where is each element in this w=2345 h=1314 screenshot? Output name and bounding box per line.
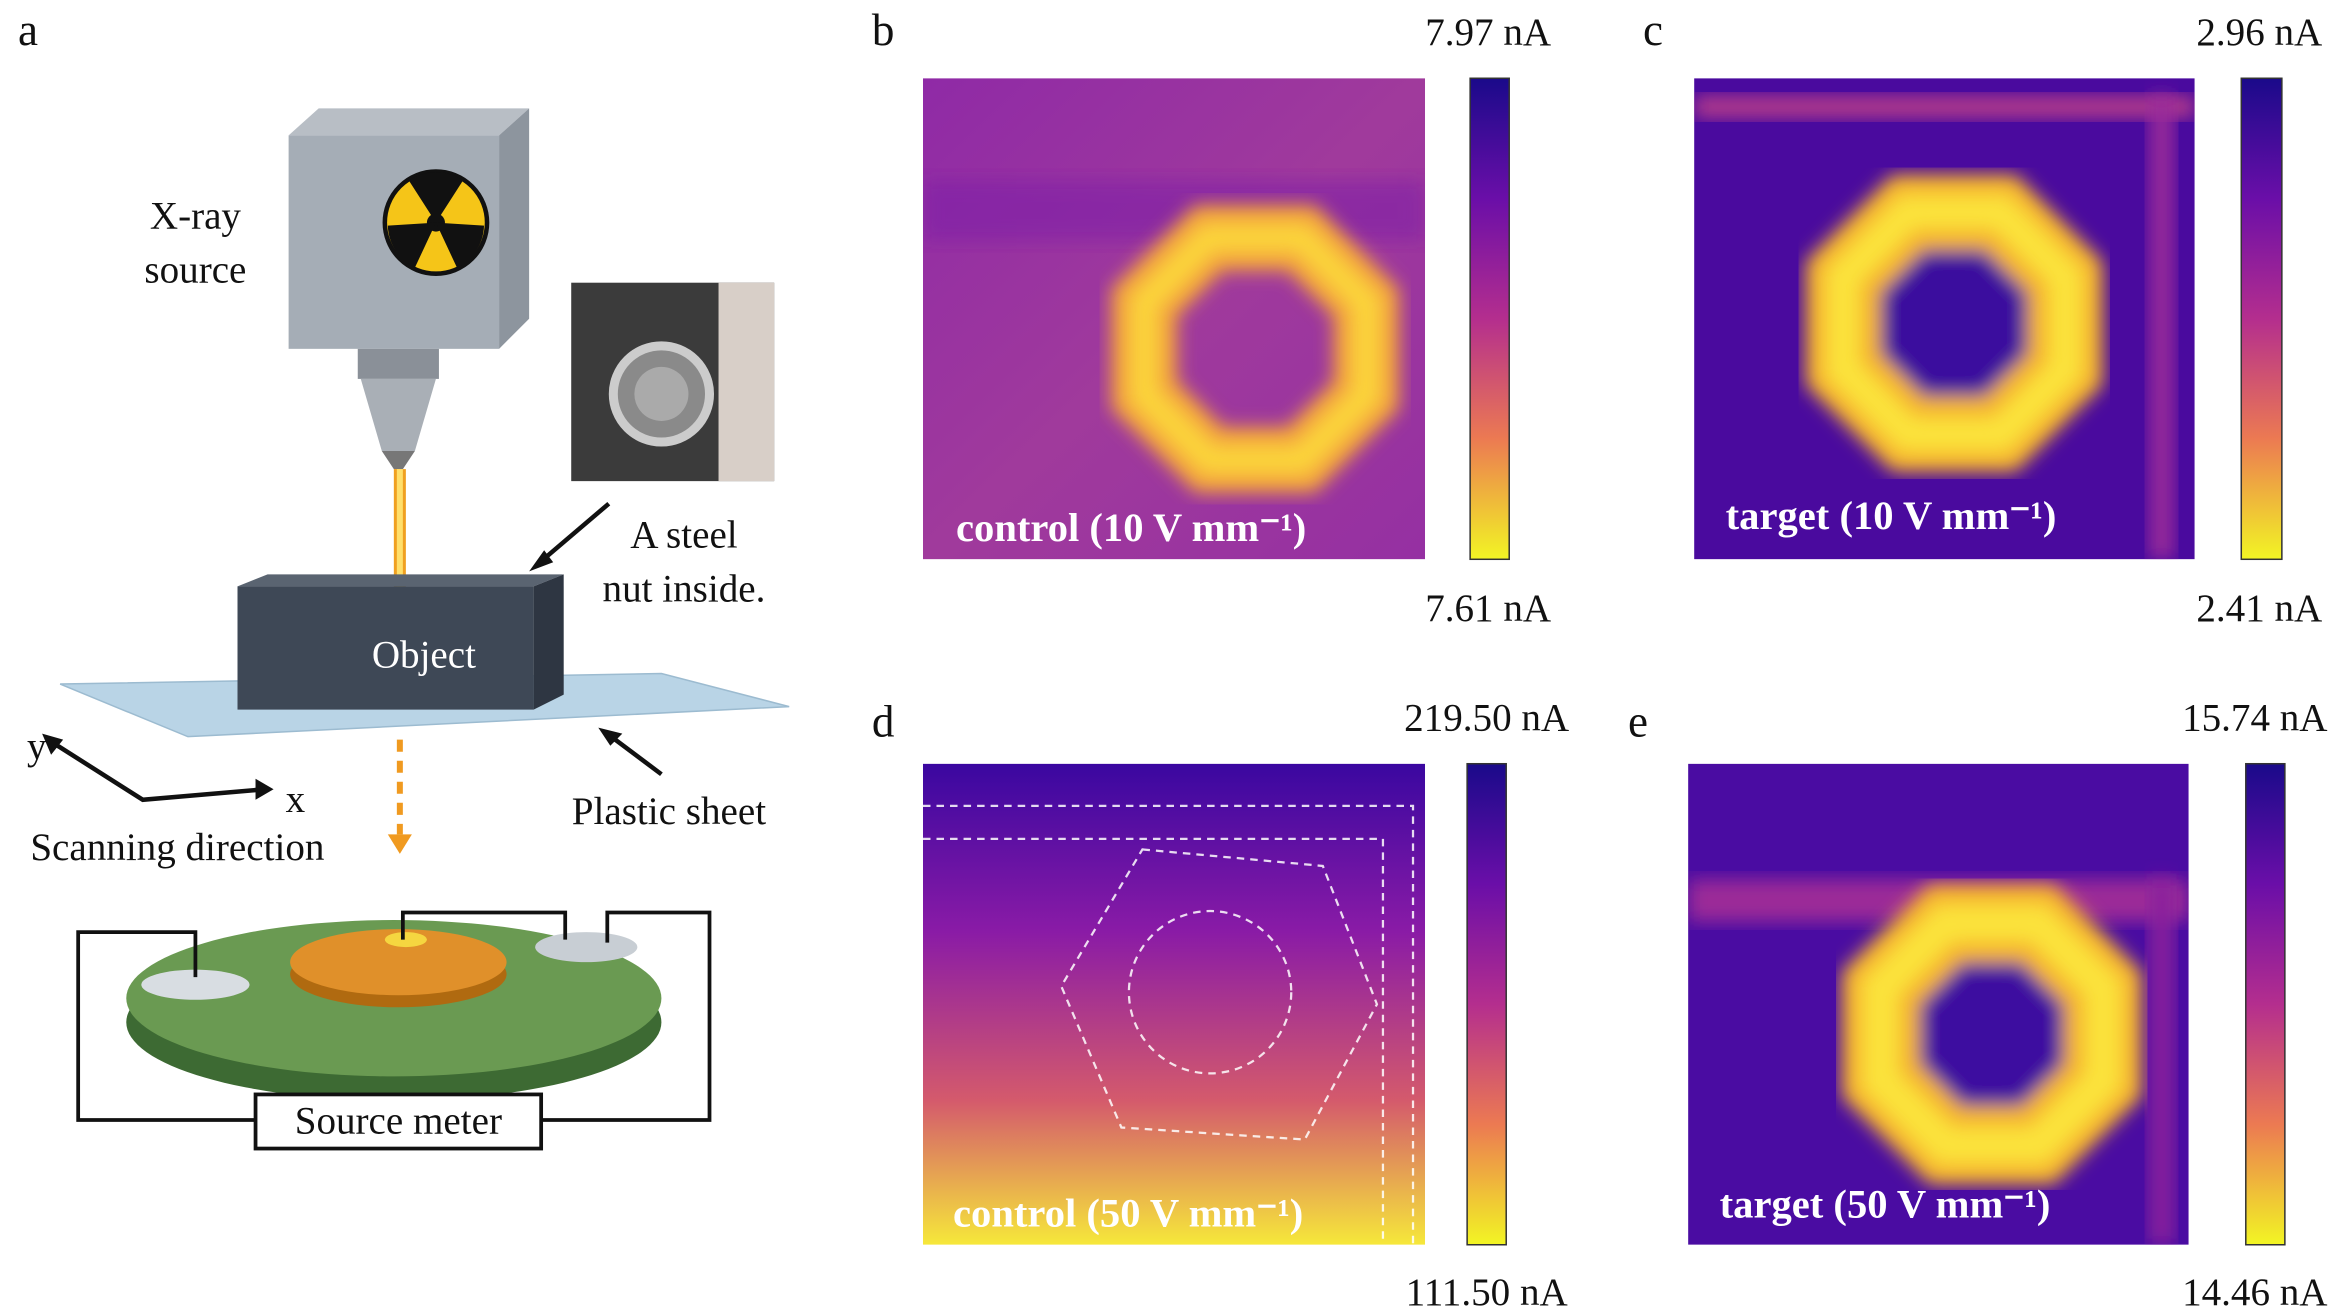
meter-label: Source meter [295, 1100, 502, 1143]
colorbar [1469, 77, 1510, 561]
panel-letter: e [1628, 697, 1648, 747]
heatmap [922, 78, 1426, 560]
colorbar [2245, 762, 2286, 1246]
colorbar-min: 111.50 nA [1406, 1271, 1568, 1314]
axis-x: x [286, 778, 306, 821]
map-panel: c target (10 V mm⁻¹) 2.96 nA 2.41 nA [1643, 5, 2322, 630]
schematic: a Object X-ray source A steel nut inside… [18, 5, 790, 1151]
panel-letter: d [872, 697, 895, 747]
heatmap [1694, 78, 2195, 560]
panel-letter: a [18, 5, 38, 55]
heatmap [922, 763, 1426, 1245]
nut-note: A steel [630, 513, 738, 556]
caption: control (10 V mm⁻¹) [956, 505, 1306, 550]
map-panel: e target (50 V mm⁻¹) 15.74 nA 14.46 nA [1628, 697, 2328, 1314]
colorbar-min: 14.46 nA [2182, 1271, 2327, 1314]
panel-letter: c [1643, 5, 1663, 55]
scan-label: Scanning direction [30, 826, 324, 869]
colorbar-max: 219.50 nA [1404, 697, 1569, 740]
colorbar-max: 15.74 nA [2182, 697, 2327, 740]
colorbar-max: 2.96 nA [2196, 11, 2322, 54]
colorbar [1466, 762, 1507, 1246]
caption: target (50 V mm⁻¹) [1720, 1182, 2051, 1227]
map-panel: b control (10 V mm⁻¹) 7.97 nA 7.61 nA [872, 5, 1551, 630]
source-label: X-ray [150, 195, 242, 238]
colorbar-min: 7.61 nA [1425, 587, 1551, 630]
sheet-label: Plastic sheet [572, 790, 766, 833]
colorbar [2240, 77, 2283, 561]
map-panel: d control (50 V mm⁻¹) 219.50 nA 111.50 n… [872, 697, 1569, 1314]
caption: target (10 V mm⁻¹) [1726, 493, 2057, 538]
nut-note: nut inside. [603, 567, 766, 610]
source-label: source [144, 249, 246, 292]
colorbar-max: 7.97 nA [1425, 11, 1551, 54]
object-label: Object [372, 634, 476, 677]
heatmap [1688, 763, 2189, 1245]
panel-letter: b [872, 5, 895, 55]
colorbar-min: 2.41 nA [2196, 587, 2322, 630]
axis-y: y [27, 725, 47, 768]
caption: control (50 V mm⁻¹) [953, 1191, 1303, 1236]
